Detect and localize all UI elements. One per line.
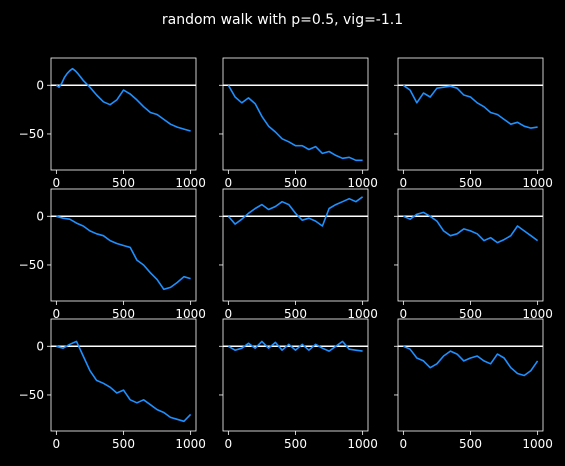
y-tick-label: −50: [19, 127, 44, 141]
x-tick-label: 1000: [347, 176, 378, 190]
panel-r2c2: 0 500 1000: [219, 188, 378, 321]
series-line: [227, 196, 364, 227]
panel-r3c2: 0 500 1000: [219, 318, 378, 451]
series-line: [403, 345, 539, 377]
panel-frame: [397, 188, 544, 302]
panel-frame: [222, 318, 369, 432]
chart-title: random walk with p=0.5, vig=-1.1: [162, 12, 403, 28]
x-tick-label: 0: [400, 176, 408, 190]
x-tick-label: 1000: [175, 176, 206, 190]
series-line: [55, 67, 191, 132]
x-tick-label: 500: [459, 307, 482, 321]
y-tick-label: 0: [36, 209, 44, 223]
x-tick-label: 0: [53, 176, 61, 190]
panel-frame: [222, 188, 369, 302]
panel-r1c2: 0 500 1000: [219, 57, 378, 190]
x-tick-label: 1000: [522, 437, 553, 451]
panel-r2c3: 0 500 1000: [394, 188, 553, 321]
x-tick-label: 500: [459, 176, 482, 190]
y-tick-label: 0: [36, 78, 44, 92]
y-tick-label: −50: [19, 258, 44, 272]
series-line: [227, 84, 363, 162]
panel-frame: [397, 57, 544, 171]
panel-r3c3: 0 500 1000: [394, 318, 553, 451]
x-tick-label: 0: [225, 176, 233, 190]
x-tick-label: 1000: [522, 307, 553, 321]
x-tick-label: 1000: [347, 437, 378, 451]
x-tick-label: 0: [53, 437, 61, 451]
x-tick-label: 1000: [175, 307, 206, 321]
panel-r1c1: 0 500 1000 0 −50: [19, 57, 206, 190]
x-tick-label: 500: [459, 437, 482, 451]
y-tick-label: 0: [36, 339, 44, 353]
x-tick-label: 0: [53, 307, 61, 321]
x-tick-label: 0: [400, 307, 408, 321]
x-tick-label: 0: [225, 307, 233, 321]
panel-frame: [50, 318, 197, 432]
x-tick-label: 500: [112, 437, 135, 451]
x-tick-label: 500: [284, 307, 307, 321]
series-line: [56, 340, 192, 423]
series-line: [403, 211, 539, 244]
x-tick-label: 1000: [175, 437, 206, 451]
panels-grid: 0 500 1000 0 −50 0 500 1000 0 500 1000 0 500 1000 0 −50…: [19, 57, 553, 451]
series-line: [227, 340, 363, 352]
x-tick-label: 500: [112, 176, 135, 190]
x-tick-label: 500: [112, 307, 135, 321]
x-tick-label: 500: [284, 176, 307, 190]
series-line: [402, 84, 538, 129]
x-tick-label: 1000: [347, 307, 378, 321]
panel-r3c1: 0 500 1000 0 −50: [19, 318, 206, 451]
x-tick-label: 0: [400, 437, 408, 451]
panel-frame: [222, 57, 369, 171]
series-line: [56, 215, 191, 291]
panel-r1c3: 0 500 1000: [394, 57, 553, 190]
y-tick-label: −50: [19, 388, 44, 402]
panel-frame: [50, 57, 197, 171]
x-tick-label: 0: [225, 437, 233, 451]
x-tick-label: 1000: [522, 176, 553, 190]
panel-r2c1: 0 500 1000 0 −50: [19, 188, 206, 321]
x-tick-label: 500: [284, 437, 307, 451]
